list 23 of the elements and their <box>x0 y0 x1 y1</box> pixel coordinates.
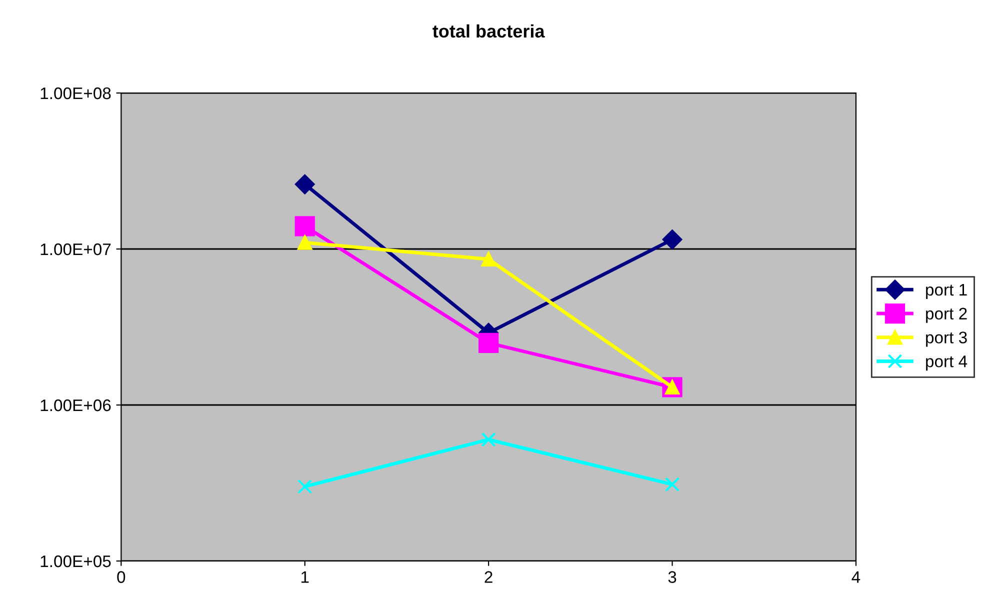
point <box>298 235 312 250</box>
point <box>481 252 496 267</box>
point <box>294 174 315 194</box>
point <box>298 479 312 494</box>
point <box>481 432 496 447</box>
point <box>294 216 315 236</box>
y-tick-label: 1.00E+05 <box>40 555 111 568</box>
x-tick-label: 3 <box>668 571 676 583</box>
y-tick-label: 1.00E+08 <box>40 87 111 100</box>
legend-label: port 3 <box>926 332 967 347</box>
y-tick-label: 1.00E+06 <box>40 399 111 412</box>
y-tick-label: 1.00E+07 <box>40 243 111 256</box>
point <box>662 230 682 250</box>
x-tick-label: 0 <box>117 571 126 583</box>
x-tick-label: 2 <box>484 571 492 583</box>
x-tick-label: 1 <box>301 571 309 583</box>
legend-label: port 4 <box>926 356 968 371</box>
point <box>664 477 680 492</box>
x-tick-label: 4 <box>852 571 860 583</box>
point <box>478 332 499 353</box>
legend-label: port 1 <box>926 284 967 299</box>
chart-title: total bacteria <box>432 24 545 38</box>
legend-label: port 2 <box>926 308 967 323</box>
